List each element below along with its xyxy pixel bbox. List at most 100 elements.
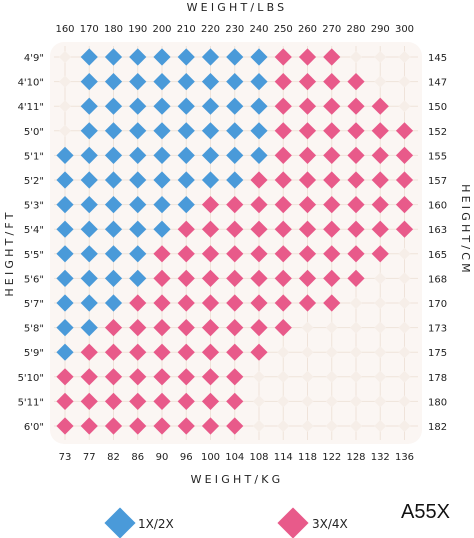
tick-label-lbs: 190 [128, 24, 147, 35]
tick-label-lbs: 270 [322, 24, 341, 35]
grid-panel [50, 42, 422, 444]
cell-1x2x [129, 73, 147, 91]
cell-3x4x [395, 146, 414, 164]
cell-1x2x [56, 269, 74, 287]
cell-3x4x [129, 392, 147, 410]
cell-1x2x [80, 48, 98, 66]
cell-1x2x [226, 122, 244, 140]
cell-empty [398, 272, 411, 285]
cell-3x4x [250, 343, 268, 361]
cell-empty [374, 297, 387, 309]
cell-1x2x [201, 97, 220, 115]
cell-1x2x [201, 48, 220, 66]
cell-3x4x [274, 171, 292, 189]
cell-3x4x [298, 269, 317, 287]
tick-label-ft: 5'0" [24, 127, 44, 138]
tick-label-cm: 145 [428, 53, 447, 64]
legend-swatch-pink [277, 507, 309, 538]
cell-3x4x [371, 196, 389, 214]
cell-3x4x [226, 245, 244, 263]
cell-3x4x [395, 122, 414, 140]
cell-3x4x [323, 294, 341, 312]
cells-group [56, 48, 414, 435]
cell-empty [374, 321, 387, 334]
cell-3x4x [177, 417, 195, 435]
cell-1x2x [104, 196, 123, 214]
tick-label-kg: 96 [180, 452, 193, 463]
cell-3x4x [298, 48, 317, 66]
cell-1x2x [80, 245, 98, 263]
cell-empty [398, 420, 411, 432]
cell-3x4x [371, 171, 389, 189]
cell-3x4x [323, 73, 341, 91]
tick-label-kg: 104 [225, 452, 244, 463]
cell-empty [59, 100, 71, 113]
cell-empty [59, 51, 71, 63]
cell-empty [374, 75, 387, 88]
cell-1x2x [201, 146, 220, 164]
tick-label-kg: 108 [249, 452, 268, 463]
tick-label-ft: 5'9" [24, 348, 44, 359]
cell-3x4x [274, 97, 292, 115]
cell-1x2x [177, 48, 195, 66]
cell-3x4x [274, 245, 292, 263]
cell-1x2x [104, 171, 123, 189]
cell-3x4x [371, 146, 389, 164]
cell-3x4x [323, 171, 341, 189]
cell-3x4x [395, 220, 414, 238]
cell-1x2x [56, 171, 74, 189]
tick-label-ft: 5'11" [18, 397, 44, 408]
cell-1x2x [226, 73, 244, 91]
cell-3x4x [250, 196, 268, 214]
tick-label-lbs: 240 [249, 24, 268, 35]
tick-label-cm: 163 [428, 225, 447, 236]
cell-1x2x [104, 146, 123, 164]
cell-1x2x [80, 220, 98, 238]
cell-3x4x [226, 368, 244, 386]
cell-1x2x [153, 146, 171, 164]
tick-label-kg: 118 [298, 452, 317, 463]
cell-3x4x [274, 294, 292, 312]
tick-label-lbs: 170 [80, 24, 99, 35]
left-axis-title: HEIGHT/FT [3, 209, 16, 296]
cell-empty [374, 51, 387, 63]
cell-3x4x [201, 343, 220, 361]
cell-3x4x [347, 97, 365, 115]
cell-3x4x [274, 48, 292, 66]
cell-3x4x [347, 196, 365, 214]
cell-3x4x [201, 319, 220, 337]
right-axis-title: HEIGHT/CM [459, 184, 472, 276]
cell-3x4x [250, 294, 268, 312]
cell-1x2x [226, 48, 244, 66]
tick-label-cm: 155 [428, 151, 447, 162]
cell-1x2x [129, 269, 147, 287]
tick-label-cm: 152 [428, 127, 447, 138]
tick-label-kg: 100 [201, 452, 220, 463]
ticks-group: 160 170 180 190 200 210 220 230 240 250 260 270 280 2… [18, 24, 448, 463]
cell-3x4x [104, 417, 123, 435]
cell-empty [301, 346, 314, 359]
cell-empty [374, 272, 387, 285]
cell-3x4x [201, 196, 220, 214]
tick-label-kg: 82 [107, 452, 120, 463]
cell-3x4x [226, 294, 244, 312]
cell-1x2x [129, 245, 147, 263]
cell-empty [374, 420, 387, 432]
cell-empty [325, 395, 338, 408]
cell-3x4x [201, 417, 220, 435]
tick-label-cm: 147 [428, 78, 447, 89]
cell-1x2x [56, 319, 74, 337]
cell-1x2x [80, 269, 98, 287]
cell-1x2x [153, 97, 171, 115]
cell-1x2x [56, 294, 74, 312]
cell-3x4x [347, 269, 365, 287]
cell-1x2x [153, 196, 171, 214]
cell-3x4x [298, 122, 317, 140]
tick-label-lbs: 180 [104, 24, 123, 35]
cell-3x4x [56, 392, 74, 410]
cell-3x4x [153, 245, 171, 263]
cell-3x4x [80, 392, 98, 410]
cell-1x2x [177, 97, 195, 115]
cell-empty [301, 370, 314, 383]
